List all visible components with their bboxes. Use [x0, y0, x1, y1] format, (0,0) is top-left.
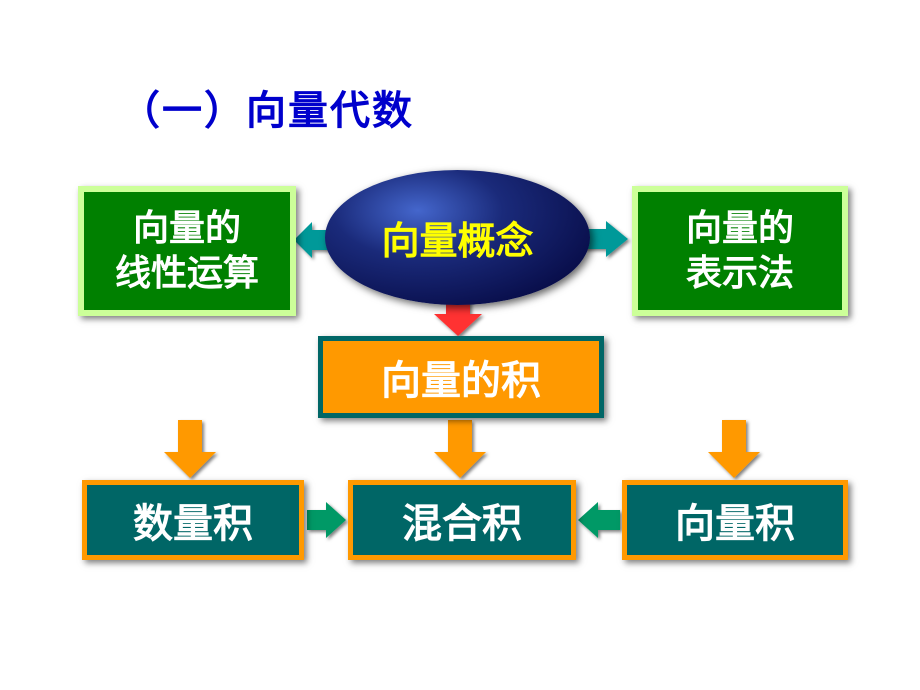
node-linear-line1: 向量的 [133, 208, 241, 248]
section-title: （一）向量代数 [120, 78, 414, 136]
node-scalar-label: 数量积 [133, 491, 253, 549]
arrow-concept-to-product [434, 300, 482, 336]
node-concept-label: 向量概念 [381, 210, 533, 265]
node-scalar: 数量积 [82, 480, 304, 560]
arrow-product-to-scalar [164, 420, 216, 478]
node-represent: 向量的 表示法 [632, 186, 848, 316]
node-product: 向量的积 [318, 336, 604, 418]
arrow-scalar-to-mixed [307, 502, 346, 538]
node-linear: 向量的 线性运算 [78, 186, 296, 316]
node-product-label: 向量的积 [381, 348, 541, 406]
node-represent-line1: 向量的 [686, 208, 794, 248]
node-mixed-label: 混合积 [402, 491, 522, 549]
node-linear-line2: 线性运算 [115, 253, 259, 293]
node-vector-label: 向量积 [675, 491, 795, 549]
node-mixed: 混合积 [348, 480, 576, 560]
arrow-vector-to-mixed [578, 502, 620, 538]
node-vector: 向量积 [622, 480, 848, 560]
node-represent-label: 向量的 表示法 [686, 206, 794, 296]
arrow-product-to-vector [708, 420, 760, 478]
node-linear-label: 向量的 线性运算 [115, 206, 259, 296]
arrow-product-to-mixed [434, 420, 486, 478]
node-concept: 向量概念 [325, 170, 590, 305]
title-text: （一）向量代数 [120, 88, 414, 133]
node-represent-line2: 表示法 [686, 253, 794, 293]
